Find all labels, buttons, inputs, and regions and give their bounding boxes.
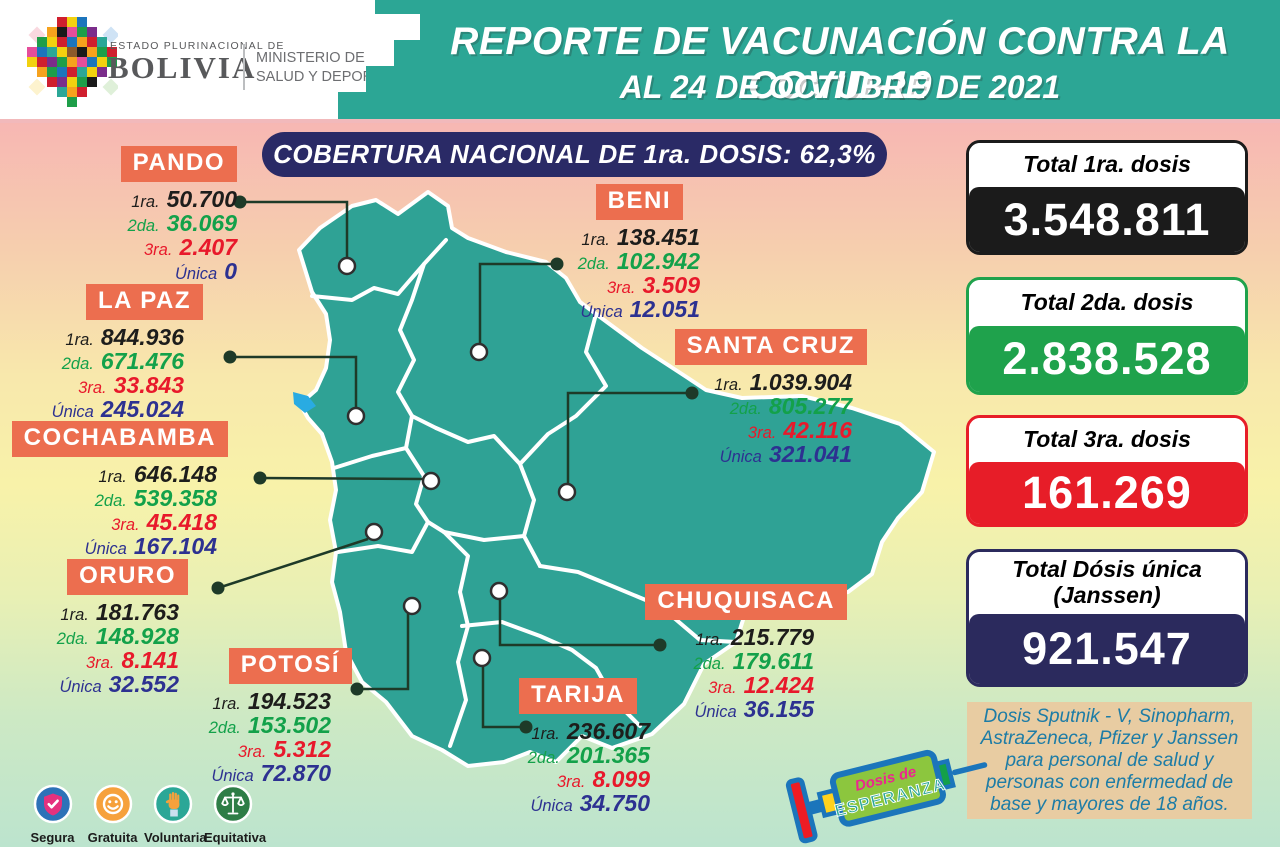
stat-second-dose: 2da. 539.358 <box>94 485 217 511</box>
stat-second-dose: 2da. 179.611 <box>693 648 814 674</box>
department-tarija: TARIJA 1ra. 236.607 2da. 201.365 3ra. 8.099… <box>510 678 650 817</box>
stat-unique-dose: Única 321.041 <box>719 441 852 467</box>
stat-unique-dose: Única 167.104 <box>84 533 217 559</box>
stat-third-dose: 3ra. 2.407 <box>144 234 237 260</box>
stat-first-dose: 1ra. 194.523 <box>212 688 331 714</box>
stat-first-dose: 1ra. 844.936 <box>65 324 184 350</box>
card-title: Total 1ra. dosis <box>969 143 1245 187</box>
department-label: POTOSÍ <box>228 648 352 684</box>
header-teal-band <box>338 0 1280 119</box>
report-title-line2: AL 24 DE OCTUBRE DE 2021 <box>619 69 1061 105</box>
card-value: 921.547 <box>969 614 1245 684</box>
department-santa-cruz: SANTA CRUZ 1ra. 1.039.904 2da. 805.277 3ra… <box>660 329 867 468</box>
stat-third-dose: 3ra. 45.418 <box>111 509 217 535</box>
total-second-dose-card: Total 2da. dosis 2.838.528 <box>966 277 1248 395</box>
stat-second-dose: 2da. 201.365 <box>527 742 650 768</box>
department-label: ORURO <box>67 559 188 595</box>
raised-hand-icon <box>153 784 192 824</box>
stat-third-dose: 3ra. 42.116 <box>747 417 852 443</box>
stat-first-dose: 1ra. 646.148 <box>98 461 217 487</box>
principle-voluntaria: Voluntaria <box>144 784 207 845</box>
department-label: PANDO <box>120 146 237 182</box>
total-unique-dose-card: Total Dósis única (Janssen) 921.547 <box>966 549 1248 687</box>
vaccine-types-note: Dosis Sputnik - V, Sinopharm, AstraZenec… <box>967 702 1252 819</box>
stat-third-dose: 3ra. 12.424 <box>708 672 814 698</box>
department-cochabamba: COCHABAMBA 1ra. 646.148 2da. 539.358 3ra. 4… <box>11 421 228 560</box>
stat-second-dose: 2da. 153.502 <box>208 712 331 738</box>
card-value: 3.548.811 <box>969 187 1245 252</box>
department-la-paz: LA PAZ 1ra. 844.936 2da. 671.476 3ra. 33.84… <box>51 284 203 423</box>
syringe-needle <box>952 762 988 776</box>
smiley-icon <box>93 784 132 824</box>
department-potosi: POTOSÍ 1ra. 194.523 2da. 153.502 3ra. 5.312… <box>205 648 352 787</box>
stat-first-dose: 1ra. 1.039.904 <box>714 369 852 395</box>
report-title-line1: REPORTE DE VACUNACIÓN CONTRA LA COVID-19 <box>450 20 1230 107</box>
card-title: Total Dósis única (Janssen) <box>969 552 1245 614</box>
vaccination-principles: Segura Gratuita Voluntaria <box>24 784 266 845</box>
department-label: COCHABAMBA <box>11 421 228 457</box>
scales-icon <box>213 784 252 824</box>
department-pando: PANDO 1ra. 50.700 2da. 36.069 3ra. 2.407 Ún… <box>85 146 237 285</box>
department-label: CHUQUISACA <box>645 584 847 620</box>
card-value: 161.269 <box>969 462 1245 524</box>
department-label: SANTA CRUZ <box>674 329 867 365</box>
card-title: Total 3ra. dosis <box>969 418 1245 462</box>
stat-third-dose: 3ra. 8.099 <box>557 766 650 792</box>
department-label: LA PAZ <box>86 284 203 320</box>
department-chuquisaca: CHUQUISACA 1ra. 215.779 2da. 179.611 3ra. 1… <box>645 584 847 723</box>
stat-unique-dose: Única 72.870 <box>211 760 331 786</box>
stat-unique-dose: Única 34.750 <box>530 790 650 816</box>
shield-check-icon <box>33 784 72 824</box>
country-name: BOLIVIA <box>108 50 257 85</box>
card-title: Total 2da. dosis <box>969 280 1245 326</box>
header-divider <box>243 44 245 90</box>
stat-second-dose: 2da. 805.277 <box>729 393 852 419</box>
principle-gratuita: Gratuita <box>84 784 141 845</box>
department-label: TARIJA <box>519 678 637 714</box>
department-oruro: ORURO 1ra. 181.763 2da. 148.928 3ra. 8.141 … <box>38 559 188 698</box>
principle-segura: Segura <box>24 784 81 845</box>
total-third-dose-card: Total 3ra. dosis 161.269 <box>966 415 1248 527</box>
stat-first-dose: 1ra. 215.779 <box>695 624 814 650</box>
stat-third-dose: 3ra. 3.509 <box>607 272 700 298</box>
stat-third-dose: 3ra. 5.312 <box>238 736 331 762</box>
bolivia-coat-logo <box>27 17 118 107</box>
estado-plurinacional-text: ESTADO PLURINACIONAL DE <box>110 40 285 52</box>
department-label: BENI <box>595 184 683 220</box>
stat-first-dose: 1ra. 236.607 <box>531 718 650 744</box>
department-beni: BENI 1ra. 138.451 2da. 102.942 3ra. 3.509 Ú… <box>560 184 700 323</box>
national-coverage-banner: COBERTURA NACIONAL DE 1ra. DOSIS: 62,3% <box>262 132 887 177</box>
stat-unique-dose: Única 245.024 <box>51 396 184 422</box>
stat-second-dose: 2da. 671.476 <box>61 348 184 374</box>
header: ESTADO PLURINACIONAL DE BOLIVIA MINISTER… <box>0 0 1280 119</box>
stat-second-dose: 2da. 102.942 <box>577 248 700 274</box>
stat-unique-dose: Única 0 <box>175 258 237 284</box>
header-pink-divider <box>0 119 1280 123</box>
stat-unique-dose: Única 32.552 <box>59 671 179 697</box>
stat-unique-dose: Única 12.051 <box>580 296 700 322</box>
stat-first-dose: 1ra. 50.700 <box>131 186 237 212</box>
card-value: 2.838.528 <box>969 326 1245 392</box>
stat-unique-dose: Única 36.155 <box>694 696 814 722</box>
stat-third-dose: 3ra. 33.843 <box>78 372 184 398</box>
syringe-illustration: Dosis de ESPERANZA <box>785 749 988 844</box>
stat-second-dose: 2da. 36.069 <box>127 210 237 236</box>
total-first-dose-card: Total 1ra. dosis 3.548.811 <box>966 140 1248 255</box>
stat-first-dose: 1ra. 181.763 <box>60 599 179 625</box>
stat-first-dose: 1ra. 138.451 <box>581 224 700 250</box>
stat-second-dose: 2da. 148.928 <box>56 623 179 649</box>
principle-equitativa: Equitativa <box>204 784 266 845</box>
stat-third-dose: 3ra. 8.141 <box>86 647 179 673</box>
